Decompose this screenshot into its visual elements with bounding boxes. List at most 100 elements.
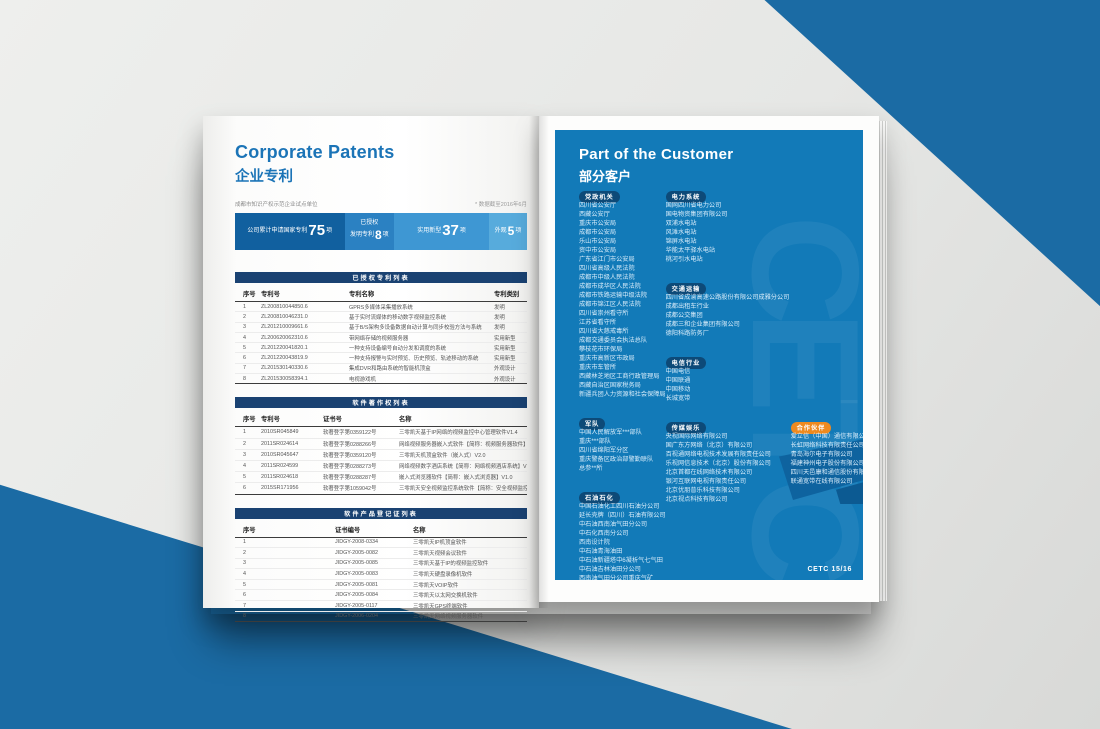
customer-item: 锦屏水电站	[665, 238, 697, 245]
customer-item: 攀枝花市环保局	[579, 346, 623, 353]
open-brochure: Corporate Patents 企业专利 成都市知识产权示范企业试点单位 *…	[203, 116, 887, 623]
customer-item: 成都交通委员会执法总队	[579, 337, 648, 344]
customer-item: 成都市中级人民法院	[579, 274, 635, 281]
table-body: 1 2010SR045849 软著登字第0359122号 三零凯天基于IP网络的视频监…	[235, 427, 527, 495]
table-row: 7 ZL201530140330.6 集成DVR和路由系统的智能机顶盒 外观设计	[235, 364, 527, 375]
customer-item: 央视国际网络有限公司	[665, 433, 728, 440]
customer-item: 成都出租车行业	[665, 303, 709, 310]
customer-section: 传媒娱乐 央视国际网络有限公司 国广东方网络（北京）有限公司 百视通网络电视技术发展有…	[665, 417, 791, 504]
customer-item: 国电物资集团有限公司	[665, 211, 728, 218]
customer-item: 长虹网络科技有限责任公司	[790, 442, 863, 449]
customer-item: 北京视点科技有限公司	[665, 496, 728, 503]
category-badge: 党政机关	[579, 190, 620, 203]
customer-item: 北京首都在线网络技术有限公司	[665, 469, 753, 476]
software-copyright-table: 软件著作权列表 序号 专利号 证书号 名称 1 2010SR045849 软著登字第035…	[235, 397, 527, 495]
stat-segment: 实用新型 37 项	[394, 213, 490, 250]
customer-item: 华能太平驿水电站	[665, 247, 716, 254]
table-row: 3 JIDGY-2005-0085 三零凯天基于IP的视频监控软件	[235, 559, 527, 570]
left-page-subtitle: 成都市知识产权示范企业试点单位	[235, 202, 318, 208]
data-cutoff-note: * 数据截至2016年6月	[475, 202, 527, 208]
customer-item: 重庆市公安局	[579, 220, 617, 227]
customer-item: 资中市公安局	[579, 247, 617, 254]
customer-item: 银河互联网电视有限责任公司	[665, 478, 747, 485]
table-row: 3 2010SR045647 软著登字第0359120号 三零凯天机顶盒软件（嵌入式）…	[235, 450, 527, 461]
customer-item: 中国电信	[665, 368, 691, 375]
customer-column-3: 合作伙伴爱立信（中国）通信有限公司长虹网络科技有限责任公司青岛海尔电子有限公司福…	[790, 186, 863, 574]
table-row: 5 2011SR024618 软著登字第0288287号 嵌入式浏览器软件【简称：嵌入…	[235, 472, 527, 484]
customer-item: 四川省崇州看守所	[579, 310, 629, 317]
category-badge: 传媒娱乐	[665, 421, 707, 434]
right-page: CETC Part of the Customer 部分客户 党政机关 四川省公安…	[539, 116, 879, 602]
customer-item: 成都市铁路运输中级法院	[579, 292, 648, 299]
table-body: 1 JIDGY-2008-0334 三零凯天IP机顶盒软件 2 JIDGY-2005-0…	[235, 538, 527, 623]
customer-item: 四川省公安厅	[579, 202, 617, 209]
customer-item: 爱立信（中国）通信有限公司	[790, 433, 863, 440]
customer-section: 电信行业 中国电信 中国联通 中国移动 长城宽带	[665, 352, 791, 403]
customer-item: 成都市锦江区人民法院	[579, 301, 641, 308]
page-stack-edge	[877, 121, 887, 601]
customer-item: 中国移动	[665, 386, 691, 393]
customer-item: 百视通网络电视技术发展有限责任公司	[665, 451, 771, 458]
customer-item: 双浦水电站	[665, 220, 697, 227]
category-badge: 军队	[579, 417, 606, 430]
customer-column-2: 电力系统 国网四川省电力公司 国电物资集团有限公司 双浦水电站 风滩水电站 锦屏水电站 华能…	[665, 186, 791, 574]
table-header-row: 序号 专利号 证书号 名称	[235, 410, 527, 428]
customer-section: 电力系统 国网四川省电力公司 国电物资集团有限公司 双浦水电站 风滩水电站 锦屏水电站 华能…	[665, 186, 791, 264]
customer-item: 四川省成渝高速公路股份有限公司成雅分公司	[665, 294, 790, 301]
customer-section: 合作伙伴爱立信（中国）通信有限公司长虹网络科技有限责任公司青岛海尔电子有限公司福…	[790, 417, 863, 486]
category-badge: 交通运输	[665, 282, 707, 295]
table-row: 5 JIDGY-2005-0081 三零凯天VOIP软件	[235, 580, 527, 591]
table-row: 2 ZL200810046231.0 基于实时流媒体的移动数字视频监控系统 发明	[235, 312, 527, 323]
table-row: 6 JIDGY-2005-0084 三零凯天以太网交换机软件	[235, 590, 527, 602]
right-page-title-en: Part of the Customer	[579, 146, 734, 163]
customer-item: 福建神州电子股份有限公司	[790, 460, 863, 467]
customer-section: 军队 中国人民解放军***部队 重庆***部队 四川省绵阳军分区 重庆警备区政治部警勤联…	[579, 413, 666, 473]
table-row: 1 ZL200810044850.6 GPRS多媒体采集播放系统 发明	[235, 302, 527, 313]
customer-item: 青岛海尔电子有限公司	[790, 451, 853, 458]
customer-item: 重庆市高新区市政局	[579, 355, 635, 362]
customer-item: 北京优朋普乐科技有限公司	[665, 487, 740, 494]
category-badge: 合作伙伴	[790, 421, 832, 434]
customer-item: 成都市成华区人民法院	[579, 283, 641, 290]
customer-item: 长城宽带	[665, 395, 691, 402]
customer-item: 总参**所	[579, 465, 603, 472]
customer-item: 四川天邑康和通信股份有限公司	[790, 469, 863, 476]
table-header-row: 序号 证书编号 名称	[235, 521, 527, 538]
customer-item: 四川省绵阳军分区	[579, 447, 629, 454]
customer-item: 重庆***部队	[579, 438, 611, 445]
customer-section: 党政机关 四川省公安厅 西藏公安厅 重庆市公安局 成都市公安局 乐山市公安局 资中市公安局广…	[579, 186, 666, 399]
table-row: 4 2011SR024599 软著登字第0288273号 网络视频数字酒店系统【简称：…	[235, 461, 527, 473]
customer-section: 交通运输 四川省成渝高速公路股份有限公司成雅分公司 成都出租车行业 成都公交集团 成都三…	[665, 278, 791, 338]
stat-segment: 已授权 发明专利 8 项	[344, 213, 395, 250]
category-badge: 电信行业	[665, 356, 707, 369]
customer-panel: CETC Part of the Customer 部分客户 党政机关 四川省公安…	[555, 130, 863, 580]
customer-item: 国网四川省电力公司	[665, 202, 722, 209]
table-title: 软件产品登记证列表	[235, 507, 527, 519]
customer-item: 西藏自治区国家税务局	[579, 382, 641, 389]
customer-item: 西藏林芝地区工商行政管理局	[579, 373, 660, 380]
table-row: 4 ZL200620062310.6 带网络存储的视频服务器 实用新型	[235, 333, 527, 344]
customer-item: 新疆兵团人力资源和社会保障局	[579, 391, 666, 398]
customer-item: 中石化西南分公司	[579, 530, 629, 537]
customer-item: 西藏公安厅	[579, 211, 610, 218]
table-row: 8 JIDGY-2006-0204 三零凯天网络视频服务器软件	[243, 613, 484, 621]
left-page-title-zh: 企业专利	[235, 169, 293, 185]
category-badge: 石油石化	[579, 491, 620, 504]
table-row: 1 2010SR045849 软著登字第0359122号 三零凯天基于IP网络的视频监…	[235, 427, 527, 439]
stat-segment: 外观 5 项	[489, 213, 527, 250]
left-page: Corporate Patents 企业专利 成都市知识产权示范企业试点单位 *…	[203, 116, 539, 623]
table-header-row: 序号 专利号 专利名称 专利类别	[235, 285, 527, 302]
customer-item: 中国人民解放军***部队	[579, 429, 642, 436]
category-badge: 电力系统	[665, 190, 707, 203]
customer-item: 乐山市公安局	[579, 238, 617, 245]
table-row: 3 ZL201210009661.6 基于B/S架构多设备数据自动计算与同步校验方法…	[235, 323, 527, 333]
stat-segment: 公司累计申请国家专利 75 项	[235, 213, 345, 250]
customer-item: 乐视网信息技术（北京）股份有限公司	[665, 460, 771, 467]
customer-item: 广东省江门市公安局	[579, 256, 635, 263]
customer-item: 中国石油化工四川石油分公司	[579, 503, 660, 510]
left-page-title-en: Corporate Patents	[235, 142, 395, 162]
table-row: 8 ZL201530058394.1 电视游戏机 外观设计	[243, 375, 516, 383]
customer-item: 四川省高级人民法院	[579, 265, 635, 272]
table-title: 软件著作权列表	[235, 397, 527, 409]
